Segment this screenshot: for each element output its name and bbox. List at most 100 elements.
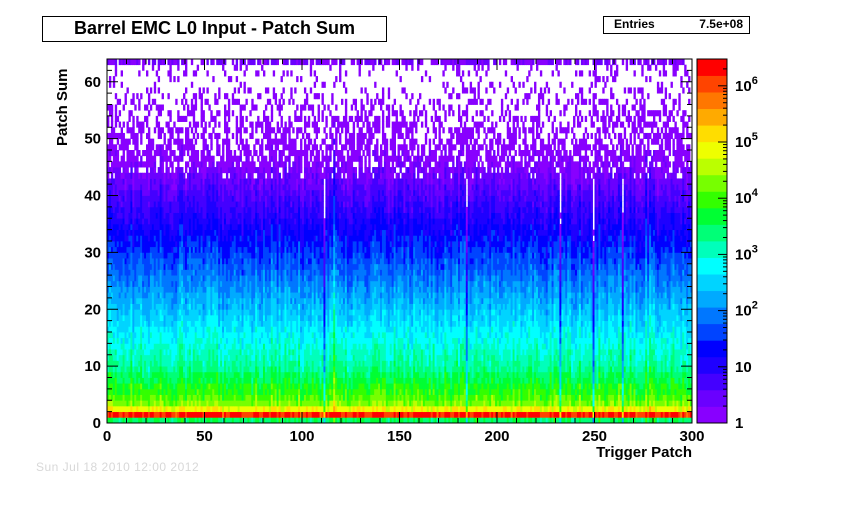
heatmap-cell xyxy=(128,206,131,213)
heatmap-cell xyxy=(107,167,110,174)
heatmap-cell xyxy=(128,303,131,310)
heatmap-cell xyxy=(122,263,125,270)
heatmap-cell xyxy=(171,326,174,333)
heatmap-cell xyxy=(155,354,159,361)
heatmap-cell xyxy=(224,360,227,367)
heatmap-cell xyxy=(204,252,207,259)
heatmap-cell xyxy=(175,178,178,185)
heatmap-cell xyxy=(114,161,118,168)
heatmap-cell xyxy=(126,314,129,322)
heatmap-cell xyxy=(175,252,178,259)
heatmap-cell xyxy=(122,417,125,424)
heatmap-cell xyxy=(110,292,114,299)
heatmap-cell xyxy=(235,218,239,225)
heatmap-cell xyxy=(192,314,196,322)
heatmap-cell xyxy=(229,167,233,174)
heatmap-cell xyxy=(155,201,159,208)
heatmap-cell xyxy=(202,212,205,219)
heatmap-cell xyxy=(194,280,198,287)
heatmap-cell xyxy=(216,405,219,413)
heatmap-cell xyxy=(229,252,233,259)
heatmap-cell xyxy=(185,337,188,344)
heatmap-cell xyxy=(194,246,198,253)
heatmap-cell xyxy=(108,178,112,185)
heatmap-cell xyxy=(227,275,231,282)
heatmap-cell xyxy=(177,297,180,304)
heatmap-cell xyxy=(241,309,244,316)
heatmap-cell xyxy=(194,172,198,179)
heatmap-cell xyxy=(218,161,221,168)
heatmap-cell xyxy=(163,286,166,293)
heatmap-cell xyxy=(165,218,168,225)
heatmap-cell xyxy=(194,223,198,231)
heatmap-cell xyxy=(212,366,215,373)
heatmap-cell xyxy=(227,167,231,174)
heatmap-cell xyxy=(194,303,198,310)
heatmap-cell xyxy=(108,104,112,111)
heatmap-cell xyxy=(263,172,266,179)
heatmap-cell xyxy=(169,64,172,71)
heatmap-cell xyxy=(196,275,200,282)
heatmap-cell xyxy=(241,320,244,327)
heatmap-cell xyxy=(116,354,120,361)
heatmap-cell xyxy=(165,286,168,293)
heatmap-cell xyxy=(186,127,190,134)
heatmap-cell xyxy=(161,320,164,327)
heatmap-cell xyxy=(124,269,127,276)
heatmap-cell xyxy=(163,394,166,401)
heatmap-cell xyxy=(216,235,219,242)
heatmap-cell xyxy=(165,201,168,208)
heatmap-cell xyxy=(278,127,281,134)
heatmap-cell xyxy=(173,394,176,401)
heatmap-cell xyxy=(161,269,164,276)
heatmap-cell xyxy=(227,303,231,310)
heatmap-cell xyxy=(212,405,215,413)
heatmap-cell xyxy=(159,332,162,339)
heatmap-cell xyxy=(233,172,237,179)
heatmap-cell xyxy=(167,394,170,401)
heatmap-cell xyxy=(239,212,242,219)
heatmap-cell xyxy=(188,297,192,304)
heatmap-cell xyxy=(142,178,145,185)
heatmap-cell xyxy=(153,354,157,361)
heatmap-cell xyxy=(220,223,223,231)
heatmap-cell xyxy=(204,371,207,378)
heatmap-cell xyxy=(126,269,129,276)
heatmap-cell xyxy=(204,121,207,128)
heatmap-cell xyxy=(126,246,129,253)
heatmap-cell xyxy=(175,366,178,373)
heatmap-cell xyxy=(155,405,159,413)
stats-label: Entries xyxy=(614,17,655,31)
heatmap-cell xyxy=(128,189,131,196)
heatmap-cell xyxy=(212,241,215,248)
heatmap-cell xyxy=(107,121,110,128)
heatmap-cell xyxy=(116,417,120,424)
heatmap-cell xyxy=(128,212,131,219)
heatmap-cell xyxy=(210,212,213,219)
heatmap-cell xyxy=(126,263,129,270)
heatmap-cell xyxy=(179,241,182,248)
heatmap-cell xyxy=(136,132,139,140)
heatmap-cell xyxy=(253,161,256,168)
heatmap-cell xyxy=(130,388,133,395)
heatmap-cell xyxy=(231,286,235,293)
heatmap-cell xyxy=(175,332,178,339)
heatmap-cell xyxy=(227,110,231,117)
heatmap-cell xyxy=(173,320,176,327)
heatmap-cell xyxy=(179,263,182,270)
heatmap-cell xyxy=(186,104,190,111)
heatmap-cell xyxy=(155,144,159,151)
heatmap-cell xyxy=(186,172,190,179)
heatmap-cell xyxy=(151,377,155,384)
heatmap-cell xyxy=(147,132,151,140)
heatmap-cell xyxy=(107,132,110,140)
heatmap-cell xyxy=(202,343,205,350)
heatmap-cell xyxy=(239,377,242,384)
heatmap-cell xyxy=(118,132,122,140)
heatmap-cell xyxy=(231,184,235,191)
heatmap-cell xyxy=(200,303,203,310)
heatmap-cell xyxy=(237,366,240,373)
heatmap-cell xyxy=(192,292,196,299)
heatmap-cell xyxy=(140,388,143,395)
heatmap-cell xyxy=(239,64,242,71)
